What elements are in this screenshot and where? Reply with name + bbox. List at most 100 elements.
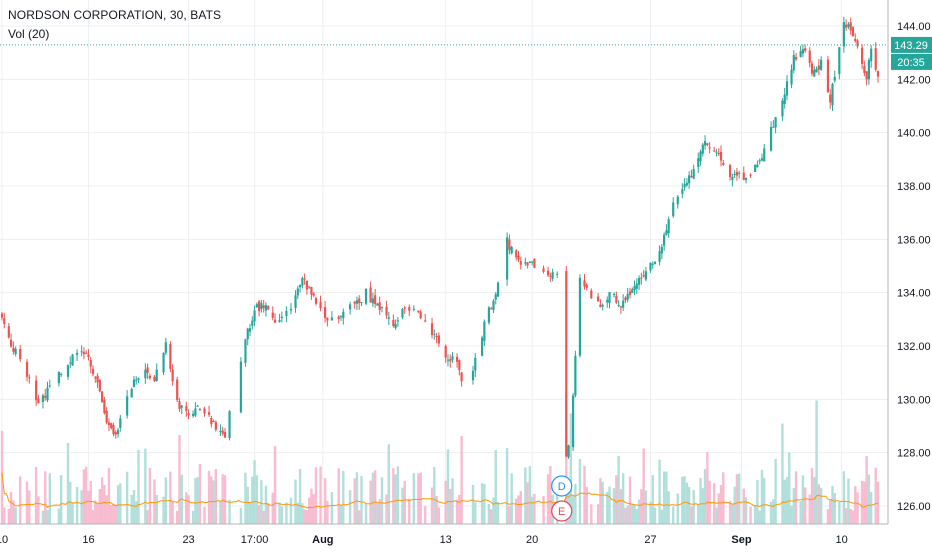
volume-bar <box>66 442 70 524</box>
volume-bar <box>196 477 199 524</box>
candle-body <box>198 409 202 411</box>
volume-bar <box>867 474 871 524</box>
volume-bar <box>319 466 322 524</box>
volume-bar <box>48 473 51 524</box>
candle-body <box>3 318 6 325</box>
volume-bar <box>385 494 388 524</box>
volume-bar <box>176 510 179 524</box>
candle-body <box>392 319 395 327</box>
volume-bar <box>685 482 689 524</box>
volume-bar <box>687 486 691 524</box>
volume-bar <box>107 467 111 524</box>
volume-bar <box>753 505 757 524</box>
volume-bar <box>412 473 416 524</box>
candle-body <box>781 100 784 117</box>
candle-body <box>207 412 211 415</box>
volume-bar <box>612 488 616 524</box>
volume-bar <box>869 491 873 524</box>
volume-bar <box>519 491 522 524</box>
volume-bar <box>644 490 648 524</box>
candle-body <box>210 418 213 425</box>
candle-body <box>44 395 47 398</box>
volume-ma <box>1 472 879 509</box>
candle-body <box>10 339 13 347</box>
volume-bar <box>146 510 149 524</box>
volume-bar <box>574 483 577 524</box>
volume-bar <box>624 507 627 524</box>
volume-bar <box>690 506 693 524</box>
event-markers[interactable]: DE <box>551 475 573 522</box>
candle-body <box>565 271 568 457</box>
candle-body <box>735 171 739 176</box>
volume-bar <box>517 495 520 524</box>
volume-bar <box>692 490 695 524</box>
candle-body <box>494 294 497 300</box>
volume-bar <box>619 489 623 524</box>
candle-body <box>119 418 122 429</box>
volume-bar <box>191 510 195 524</box>
volume-bar <box>376 503 379 524</box>
volume-bar <box>278 502 281 524</box>
candle-body <box>624 297 627 301</box>
candle-body <box>349 304 352 310</box>
volume-bar <box>792 487 796 524</box>
dividend-marker[interactable]: D <box>551 475 573 497</box>
volume-bar <box>569 413 573 524</box>
candle-body <box>239 361 243 413</box>
candle-body <box>294 295 297 308</box>
volume-bar <box>153 479 156 524</box>
volume-bar <box>96 502 99 524</box>
volume-bar <box>860 480 864 524</box>
volume-bar <box>80 490 83 524</box>
candle-body <box>772 126 775 128</box>
volume-bar <box>599 478 602 524</box>
candle-body <box>37 398 40 404</box>
volume-bar <box>794 471 798 524</box>
candle-body <box>637 278 641 285</box>
candle-body <box>89 359 92 367</box>
x-tick-label: 23 <box>182 534 194 546</box>
candle-body <box>506 237 509 280</box>
volume-bar <box>515 498 518 524</box>
volume-bar <box>296 502 299 524</box>
y-tick-label: 134.00 <box>897 288 931 300</box>
volume-bar <box>808 494 811 524</box>
candle-body <box>542 268 545 272</box>
volume-indicator-label[interactable]: Vol (20) <box>8 27 50 41</box>
volume-bar <box>342 471 345 524</box>
volume-bar <box>733 486 736 524</box>
volume-bar <box>228 499 231 524</box>
candle-body <box>703 141 707 146</box>
earnings-marker[interactable]: E <box>551 500 573 522</box>
candle-body <box>699 151 702 162</box>
x-tick-label: Aug <box>312 534 333 546</box>
volume-bar <box>640 489 643 524</box>
volume-bar <box>135 501 138 524</box>
candle-body <box>749 174 752 176</box>
candle-body <box>813 69 816 77</box>
candle-body <box>863 65 866 73</box>
volume-bar <box>169 471 172 524</box>
volume-bar <box>171 501 174 524</box>
candle-body <box>628 291 632 295</box>
candle-body <box>419 311 422 319</box>
candle-body <box>258 301 261 312</box>
volume-bar <box>703 469 707 524</box>
candle-body <box>717 152 720 154</box>
volume-bar <box>662 471 666 524</box>
candle-body <box>337 316 340 320</box>
candle-body <box>353 301 356 304</box>
volume-bar <box>474 502 477 524</box>
volume-bar <box>542 495 545 524</box>
candle-body <box>831 83 834 106</box>
volume-bar <box>339 504 343 524</box>
volume-bar <box>326 500 329 524</box>
candle-body <box>223 432 227 438</box>
volume-bar <box>257 504 261 524</box>
volume-bar <box>496 501 500 524</box>
volume-bar <box>617 456 620 524</box>
candle-body <box>169 343 172 369</box>
candle-body <box>87 354 90 357</box>
